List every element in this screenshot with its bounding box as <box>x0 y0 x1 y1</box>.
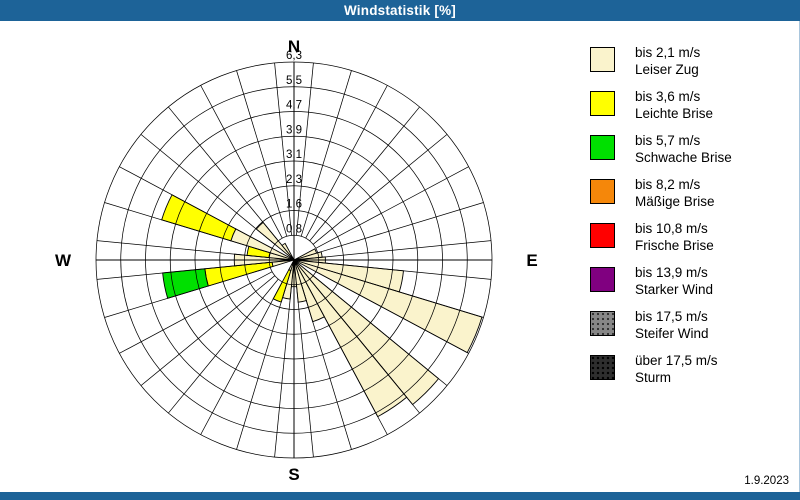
legend-swatch-frische <box>590 223 615 248</box>
legend-item-leichte: bis 3,6 m/s Leichte Brise <box>590 88 790 122</box>
grid-spoke <box>140 134 276 245</box>
ring-label: 5,5 <box>286 75 302 87</box>
grid-spoke <box>168 106 279 242</box>
grid-spoke <box>315 271 469 354</box>
grid-spoke <box>305 281 388 435</box>
polar-grid <box>95 61 493 459</box>
legend-name-text: Sturm <box>635 370 672 385</box>
ring-label: 4,7 <box>286 100 302 112</box>
grid-spoke <box>317 266 484 318</box>
compass-label-s: S <box>288 465 299 484</box>
grid-spoke <box>315 166 469 249</box>
grid-spoke <box>236 283 288 450</box>
ring-label: 6,3 <box>286 50 302 62</box>
compass-labels: N S W E <box>55 37 538 484</box>
grid-spoke <box>119 271 273 354</box>
wedge-nwbn-leiser <box>281 242 295 261</box>
compass-label-e: E <box>526 251 537 270</box>
grid-spoke <box>300 70 352 237</box>
legend-swatch-steifer <box>590 311 615 336</box>
legend-swatch-leichte <box>590 91 615 116</box>
compass-label-w: W <box>55 251 72 270</box>
legend-item-sturm: über 17,5 m/s Sturm <box>590 352 790 386</box>
date-label: 1.9.2023 <box>744 475 789 487</box>
grid-spoke <box>236 70 288 237</box>
legend-item-starker: bis 13,9 m/s Starker Wind <box>590 264 790 298</box>
legend-swatch-schwache <box>590 135 615 160</box>
ring-label: 1,6 <box>286 199 302 211</box>
grid-spoke <box>312 275 448 386</box>
legend-speed-text: bis 3,6 m/s <box>635 89 701 104</box>
legend-swatch-leiser <box>590 47 615 72</box>
grid-spoke <box>104 266 271 318</box>
legend-item-massige: bis 8,2 m/s Mäßige Brise <box>590 176 790 210</box>
legend-speed-text: über 17,5 m/s <box>635 353 718 368</box>
legend-speed-text: bis 17,5 m/s <box>635 309 708 324</box>
grid-spoke <box>309 278 420 414</box>
grid-spoke <box>274 284 292 458</box>
grid-spoke <box>119 166 273 249</box>
legend-label-steifer: bis 17,5 m/s Steifer Wind <box>635 308 709 342</box>
legend-label-starker: bis 13,9 m/s Starker Wind <box>635 264 713 298</box>
chart-panel: 0,8 1,6 2,3 3,1 3,9 4,7 5,5 6,3 N S W E bis 2,1 m/s… <box>0 21 800 492</box>
grid-spoke <box>104 202 271 254</box>
grid-spoke <box>318 262 492 280</box>
grid-spoke <box>305 85 388 239</box>
legend-name-text: Leichte Brise <box>635 106 714 121</box>
legend-label-leiser: bis 2,1 m/s Leiser Zug <box>635 44 700 78</box>
legend-speed-text: bis 13,9 m/s <box>635 265 708 280</box>
grid-spoke <box>96 262 270 280</box>
legend-speed-text: bis 10,8 m/s <box>635 221 708 236</box>
legend-speed-text: bis 2,1 m/s <box>635 45 701 60</box>
grid-spoke <box>168 278 279 414</box>
legend-name-text: Schwache Brise <box>635 150 732 165</box>
ring-label: 3,1 <box>286 149 302 161</box>
grid-spoke <box>318 240 492 258</box>
grid-spoke <box>296 62 314 236</box>
legend-swatch-starker <box>590 267 615 292</box>
legend-label-leichte: bis 3,6 m/s Leichte Brise <box>635 88 713 122</box>
grid-spoke <box>300 283 352 450</box>
legend-label-massige: bis 8,2 m/s Mäßige Brise <box>635 176 715 210</box>
grid-spoke <box>200 85 283 239</box>
grid-spoke <box>317 202 484 254</box>
legend-label-frische: bis 10,8 m/s Frische Brise <box>635 220 714 254</box>
legend-item-leiser: bis 2,1 m/s Leiser Zug <box>590 44 790 78</box>
ring-label: 3,9 <box>286 124 302 136</box>
legend-name-text: Frische Brise <box>635 238 714 253</box>
legend-name-text: Steifer Wind <box>635 326 709 341</box>
grid-spoke <box>96 240 270 258</box>
wind-sector-wedges <box>161 194 483 418</box>
grid-spoke <box>274 62 292 236</box>
ring-label: 2,3 <box>286 174 302 186</box>
grid-spoke <box>200 281 283 435</box>
legend-swatch-massige <box>590 179 615 204</box>
legend-speed-text: bis 5,7 m/s <box>635 133 701 148</box>
legend-name-text: Mäßige Brise <box>635 194 715 209</box>
legend-label-sturm: über 17,5 m/s Sturm <box>635 352 718 386</box>
window-titlebar: Windstatistik [%] <box>0 0 800 21</box>
ring-label: 0,8 <box>286 223 302 235</box>
legend-swatch-sturm <box>590 355 615 380</box>
legend-item-schwache: bis 5,7 m/s Schwache Brise <box>590 132 790 166</box>
grid-spoke <box>312 134 448 245</box>
ring-labels: 0,8 1,6 2,3 3,1 3,9 4,7 5,5 6,3 <box>286 50 302 235</box>
legend-name-text: Starker Wind <box>635 282 714 297</box>
legend-item-frische: bis 10,8 m/s Frische Brise <box>590 220 790 254</box>
window-title: Windstatistik [%] <box>343 3 457 18</box>
wedge-wbs-schwache <box>162 268 209 299</box>
grid-spoke <box>309 106 420 242</box>
legend-item-steifer: bis 17,5 m/s Steifer Wind <box>590 308 790 342</box>
legend-speed-text: bis 8,2 m/s <box>635 177 701 192</box>
window-bottom-strip <box>0 492 800 500</box>
wind-rose-chart: 0,8 1,6 2,3 3,1 3,9 4,7 5,5 6,3N S W E <box>55 37 538 484</box>
compass-label-n: N <box>288 37 300 56</box>
legend-label-schwache: bis 5,7 m/s Schwache Brise <box>635 132 732 166</box>
grid-spoke <box>140 275 276 386</box>
legend: bis 2,1 m/s Leiser Zug bis 3,6 m/s Leichte … <box>590 44 790 396</box>
grid-spoke <box>296 284 314 458</box>
legend-name-text: Leiser Zug <box>635 62 699 77</box>
